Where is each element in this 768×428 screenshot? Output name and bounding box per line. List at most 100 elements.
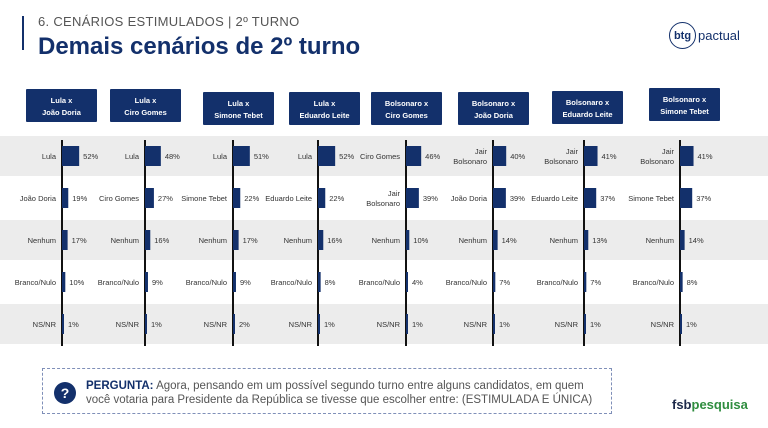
row-category-label: Nenhum [550, 236, 578, 245]
bar-value-label: 41% [698, 152, 713, 161]
scenario-header-box [371, 92, 442, 125]
bar-value-label: 1% [590, 320, 601, 329]
scenario-header-box [289, 92, 360, 125]
bar-value-label: 2% [239, 320, 250, 329]
bar [318, 314, 320, 334]
row-category-label: Bolsonaro [640, 157, 674, 166]
bar-value-label: 48% [165, 152, 180, 161]
row-category-label: Lula [42, 152, 57, 161]
scenario-header-line: Lula x [228, 99, 251, 108]
question-text: Agora, pensando em um possível segundo t… [86, 380, 593, 406]
row-category-label: Nenhum [28, 236, 56, 245]
row-category-label: NS/NR [377, 320, 401, 329]
scenario-header-line: João Doria [42, 108, 82, 117]
bar [584, 188, 597, 208]
scenario-header-line: Ciro Gomes [124, 108, 167, 117]
page-title: Demais cenários de 2º turno [38, 33, 361, 60]
row-band [0, 220, 768, 260]
bar [680, 272, 683, 292]
scenarios-chart: Lula x João Doria 52% Lula 19% João Doria 17% N… [0, 88, 768, 346]
row-category-label: Nenhum [199, 236, 227, 245]
bar-value-label: 22% [244, 194, 259, 203]
scenario-header-line: Ciro Gomes [385, 111, 428, 120]
bar [406, 230, 410, 250]
bar [680, 314, 682, 334]
row-category-label: Ciro Gomes [99, 194, 139, 203]
bar-value-label: 39% [423, 194, 438, 203]
row-category-label: Nenhum [372, 236, 400, 245]
row-category-label: NS/NR [464, 320, 488, 329]
bar [145, 314, 147, 334]
bar-value-label: 17% [72, 236, 87, 245]
bar [62, 230, 68, 250]
bar-value-label: 9% [152, 278, 163, 287]
bar [62, 188, 69, 208]
bar [493, 230, 498, 250]
row-category-label: Simone Tebet [628, 194, 675, 203]
bar [493, 188, 506, 208]
title-accent-rule [22, 16, 24, 50]
bar [233, 230, 239, 250]
bar [406, 314, 408, 334]
bar-value-label: 37% [600, 194, 615, 203]
row-band [0, 262, 768, 302]
bar [680, 188, 693, 208]
bar [233, 314, 235, 334]
bar [493, 272, 496, 292]
bar [493, 146, 507, 166]
bar-value-label: 27% [158, 194, 173, 203]
row-category-label: Jair [662, 147, 675, 156]
row-category-label: Lula [125, 152, 140, 161]
fsb-pesquisa-logo: fsbpesquisa [672, 397, 748, 412]
bar-value-label: 1% [686, 320, 697, 329]
btg-logo-mark: btg [669, 22, 696, 49]
row-category-label: NS/NR [651, 320, 675, 329]
row-category-label: Lula [213, 152, 228, 161]
bar-value-label: 46% [425, 152, 440, 161]
bar-value-label: 9% [240, 278, 251, 287]
row-category-label: Jair [566, 147, 579, 156]
row-category-label: Jair [475, 147, 488, 156]
row-band [0, 304, 768, 344]
scenario-header-line: João Doria [474, 111, 514, 120]
bar-value-label: 10% [413, 236, 428, 245]
bar-value-label: 16% [154, 236, 169, 245]
bar [584, 314, 586, 334]
scenario-header-line: Bolsonaro x [472, 99, 516, 108]
row-category-label: Bolsonaro [366, 199, 400, 208]
bar-value-label: 52% [339, 152, 354, 161]
question-box [42, 368, 612, 414]
scenario-header-line: Bolsonaro x [385, 99, 429, 108]
bar-value-label: 7% [590, 278, 601, 287]
row-category-label: Jair [388, 189, 401, 198]
row-category-label: Branco/Nulo [633, 278, 674, 287]
bar [584, 230, 589, 250]
bar-value-label: 19% [72, 194, 87, 203]
scenario-header-line: Lula x [314, 99, 337, 108]
bar-value-label: 51% [254, 152, 269, 161]
scenario-header-box [26, 89, 97, 122]
row-category-label: Nenhum [459, 236, 487, 245]
bar-value-label: 1% [68, 320, 79, 329]
row-category-label: João Doria [451, 194, 488, 203]
btg-logo-text: pactual [698, 28, 740, 43]
row-category-label: Branco/Nulo [98, 278, 139, 287]
row-category-label: NS/NR [555, 320, 579, 329]
bar [233, 188, 241, 208]
bar-value-label: 40% [510, 152, 525, 161]
bar-value-label: 16% [327, 236, 342, 245]
bar-value-label: 39% [510, 194, 525, 203]
row-category-label: Branco/Nulo [537, 278, 578, 287]
row-category-label: Branco/Nulo [271, 278, 312, 287]
bar-value-label: 22% [329, 194, 344, 203]
bar [62, 146, 80, 166]
bar [584, 146, 598, 166]
scenario-header-line: Simone Tebet [214, 111, 263, 120]
bar-value-label: 4% [412, 278, 423, 287]
row-category-label: NS/NR [116, 320, 140, 329]
row-category-label: Bolsonaro [544, 157, 578, 166]
bar [145, 230, 151, 250]
row-category-label: Branco/Nulo [446, 278, 487, 287]
bar [584, 272, 587, 292]
scenario-header-line: Lula x [135, 96, 158, 105]
